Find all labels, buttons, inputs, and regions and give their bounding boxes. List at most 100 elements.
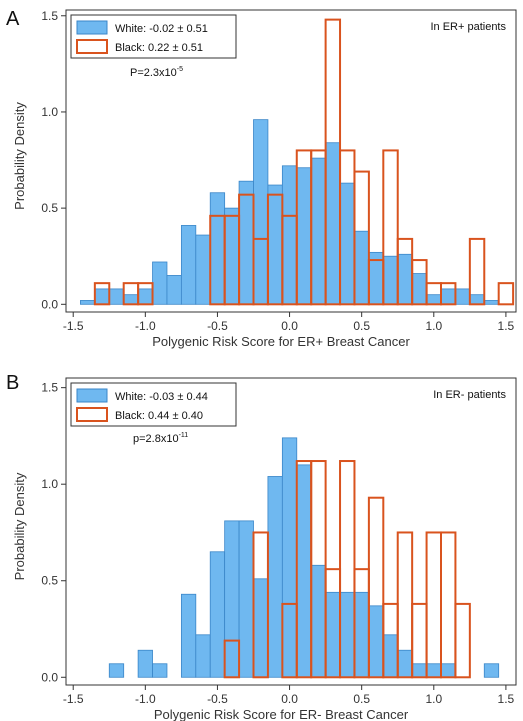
panel-b-white-bar-6 (224, 520, 240, 678)
panel-b-x-tick-label-4: 0.5 (353, 692, 370, 706)
panel-a-black-bar-19 (440, 282, 457, 306)
panel-a-white-bar-14 (281, 165, 298, 305)
panel-a-y-tick-label-3: 1.5 (41, 9, 58, 23)
panel-b-white-bar-8 (253, 578, 269, 678)
panel-b-white-bar-17 (382, 634, 399, 678)
panel-a-x-tick-label-6: 1.5 (498, 319, 515, 333)
panel-a-x-tick-label-0: -1.5 (63, 319, 84, 333)
panel-b-letter: B (6, 372, 19, 394)
panel-a-black-bar-13 (353, 170, 370, 306)
panel-b-y-tick-label-1: 0.5 (41, 574, 58, 588)
panel-a: A -1.5 -1.0 -0.5 0.0 0.5 1.0 1.5 0.00.51.01.5 … (6, 8, 517, 349)
panel-b-p-value-base: p=2.8x10 (133, 433, 179, 445)
panel-b-p-value: p=2.8x10-11 (133, 432, 188, 445)
panel-a-x-tick-label-4: 0.5 (353, 319, 370, 333)
panel-b-x-axis-label: Polygenic Risk Score for ER- Breast Canc… (154, 707, 409, 721)
panel-a-white-bar-27 (469, 294, 485, 305)
panel-a-black-bar-21 (497, 282, 515, 306)
panel-b-white-bar-21 (440, 663, 456, 678)
panel-b-patient-group: In ER- patients (433, 389, 506, 401)
panel-a-white-bar-23 (411, 273, 427, 305)
panel-a-white-bar-4 (137, 288, 153, 305)
panel-a-white-bar-3 (123, 294, 139, 305)
panel-a-white-bar-18 (339, 182, 355, 305)
panel-a-p-value: P=2.3x10-5 (130, 66, 183, 79)
panel-b-white-bar-15 (354, 591, 370, 678)
panel-b: B -1.5 -1.0 -0.5 0.0 0.5 1.0 1.5 0.00.51.01.5 … (6, 372, 517, 721)
panel-b-white-bar-3 (180, 593, 197, 678)
panel-b-black-bar-1 (252, 531, 269, 679)
panel-a-white-bar-0 (80, 300, 96, 305)
panel-b-black-bar-14 (454, 602, 471, 679)
panel-a-white-bar-26 (455, 288, 471, 305)
panel-a-black-bar-2 (137, 282, 154, 306)
panel-a-white-bar-19 (354, 230, 370, 305)
panel-a-white-bar-1 (94, 288, 110, 305)
panel-b-x-tick-label-5: 1.0 (425, 692, 442, 706)
panel-b-white-bar-1 (137, 649, 153, 678)
panel-a-legend-black-swatch (76, 39, 108, 54)
panel-a-letter: A (6, 8, 20, 30)
panel-b-black-bar-0 (223, 639, 241, 679)
panel-a-legend-white-label: White: -0.02 ± 0.51 (115, 23, 208, 35)
panel-b-legend-black-swatch (76, 407, 108, 422)
panel-b-white-bar-18 (397, 649, 413, 678)
panel-b-white-bar-5 (209, 551, 226, 678)
panel-a-white-bar-6 (166, 275, 182, 305)
panel-a-x-tick-label-5: 1.0 (425, 319, 442, 333)
panel-a-y-tick-label-0: 0.0 (41, 297, 58, 311)
panel-b-white-bar-7 (238, 520, 254, 678)
panel-a-white-bar-21 (382, 255, 399, 305)
panel-a-white-bar-10 (224, 207, 240, 305)
panel-a-white-bar-7 (180, 225, 197, 305)
panel-b-y-axis-ticks: 0.0 0.5 1.0 1.5 (41, 381, 66, 684)
panel-b-white-bar-19 (411, 663, 427, 678)
panel-a-white-bar-28 (483, 300, 500, 305)
panel-b-white-bars (108, 437, 500, 678)
panel-a-white-bar-11 (238, 180, 254, 305)
panel-b-white-bar-12 (310, 564, 327, 678)
panel-b-white-bar-13 (325, 591, 341, 678)
panel-a-p-value-exponent: -5 (177, 66, 183, 73)
panel-b-white-bar-14 (339, 591, 355, 678)
panel-a-white-bar-2 (108, 288, 125, 305)
panel-a-y-axis-ticks: 0.0 0.5 1.0 1.5 (41, 9, 66, 311)
panel-a-x-tick-label-2: -0.5 (207, 319, 228, 333)
panel-b-x-axis-ticks: -1.5 -1.0 -0.5 0.0 0.5 1.0 1.5 (63, 685, 515, 706)
panel-b-x-tick-label-6: 1.5 (498, 692, 515, 706)
panel-a-y-tick-label-1: 0.5 (41, 201, 58, 215)
panel-a-y-axis-label: Probability Density (12, 102, 27, 210)
panel-b-white-bar-16 (368, 605, 384, 678)
panel-b-white-bar-9 (267, 476, 283, 678)
panel-a-black-bars (93, 18, 515, 306)
panel-b-legend-black-label: Black: 0.44 ± 0.40 (115, 410, 203, 422)
panel-a-black-bar-15 (382, 149, 399, 306)
panel-b-white-bar-0 (108, 663, 125, 678)
panel-b-white-bar-22 (483, 663, 500, 678)
panel-a-legend-black-label: Black: 0.22 ± 0.51 (115, 42, 203, 54)
panel-a-white-bar-17 (325, 142, 341, 305)
panel-b-black-bar-8 (367, 496, 385, 679)
panel-a-white-bar-15 (296, 167, 312, 305)
panel-b-white-bar-10 (281, 437, 298, 678)
panel-a-legend-white-swatch (76, 20, 108, 35)
panel-b-x-tick-label-1: -1.0 (135, 692, 156, 706)
panel-b-legend: White: -0.03 ± 0.44 Black: 0.44 ± 0.40 (70, 382, 237, 427)
panel-b-x-tick-label-2: -0.5 (207, 692, 228, 706)
panel-b-x-tick-label-0: -1.5 (63, 692, 84, 706)
panel-a-y-tick-label-2: 1.0 (41, 105, 58, 119)
panel-a-white-bar-16 (310, 157, 327, 305)
panel-a-black-bar-0 (93, 282, 111, 306)
panel-b-x-tick-label-3: 0.0 (281, 692, 298, 706)
panel-b-y-axis-label: Probability Density (12, 472, 27, 580)
panel-a-white-bar-13 (267, 184, 283, 305)
panel-a-patient-group: In ER+ patients (430, 21, 506, 33)
panel-b-legend-white-label: White: -0.03 ± 0.44 (115, 391, 208, 403)
panel-b-black-bars (223, 460, 471, 679)
panel-a-white-bars (80, 119, 500, 305)
panel-b-p-value-exponent: -11 (179, 432, 189, 439)
panel-a-x-tick-label-3: 0.0 (281, 319, 298, 333)
panel-b-y-tick-label-0: 0.0 (41, 670, 58, 684)
panel-a-white-bar-5 (152, 261, 168, 305)
